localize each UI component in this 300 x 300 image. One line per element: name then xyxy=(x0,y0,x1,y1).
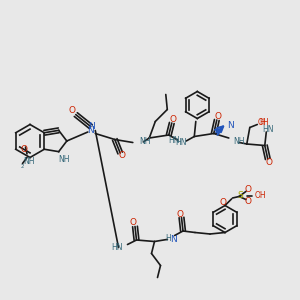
Text: NH: NH xyxy=(23,158,34,166)
Text: O: O xyxy=(215,112,222,121)
Text: OH: OH xyxy=(257,118,269,127)
Text: O: O xyxy=(266,158,273,167)
Text: O: O xyxy=(220,198,227,207)
Text: O: O xyxy=(244,196,251,206)
Text: NH: NH xyxy=(139,136,150,146)
Text: HN: HN xyxy=(262,125,274,134)
Text: HN: HN xyxy=(175,138,187,147)
Text: N: N xyxy=(227,121,234,130)
Text: O: O xyxy=(176,210,184,219)
Text: O: O xyxy=(69,106,76,116)
Text: HN: HN xyxy=(112,243,123,252)
Text: NH: NH xyxy=(58,154,69,164)
Text: O: O xyxy=(170,115,177,124)
Text: OH: OH xyxy=(255,191,267,200)
Text: H: H xyxy=(165,234,171,243)
Text: HN: HN xyxy=(168,136,179,145)
Text: H: H xyxy=(259,118,265,127)
Text: O: O xyxy=(118,152,125,160)
Text: O: O xyxy=(244,184,251,194)
Text: S: S xyxy=(237,190,243,200)
Text: O: O xyxy=(130,218,137,227)
Text: N: N xyxy=(88,122,95,131)
Text: N: N xyxy=(171,235,177,244)
Text: N: N xyxy=(87,126,94,135)
Text: O: O xyxy=(20,146,28,154)
Text: NH: NH xyxy=(233,136,245,146)
Text: 2: 2 xyxy=(21,164,24,169)
